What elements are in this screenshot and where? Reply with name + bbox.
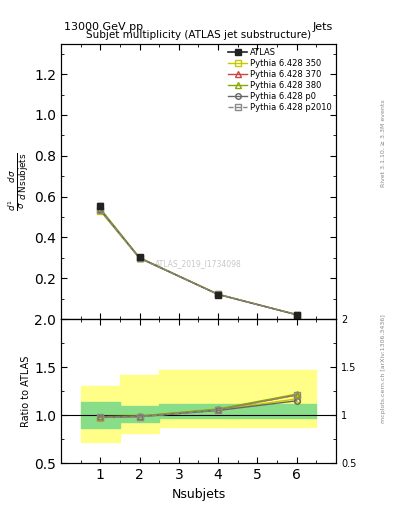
Pythia 6.428 p2010 — [294, 312, 299, 318]
Title: Subjet multiplicity (ATLAS jet substructure): Subjet multiplicity (ATLAS jet substruct… — [86, 30, 311, 40]
X-axis label: Nsubjets: Nsubjets — [171, 488, 226, 501]
Pythia 6.428 p2010 — [98, 207, 103, 214]
Pythia 6.428 350 — [294, 312, 299, 318]
Line: Pythia 6.428 p2010: Pythia 6.428 p2010 — [97, 207, 299, 317]
Pythia 6.428 380 — [294, 311, 299, 317]
Text: ATLAS_2019_I1734098: ATLAS_2019_I1734098 — [155, 260, 242, 268]
Pythia 6.428 350 — [98, 208, 103, 214]
Text: 13000 GeV pp: 13000 GeV pp — [64, 23, 143, 32]
Pythia 6.428 p0 — [98, 207, 103, 213]
Pythia 6.428 380 — [216, 291, 220, 297]
Text: mcplots.cern.ch [arXiv:1306.3436]: mcplots.cern.ch [arXiv:1306.3436] — [381, 314, 386, 423]
Pythia 6.428 380 — [137, 254, 142, 261]
Pythia 6.428 p2010 — [137, 255, 142, 261]
Line: Pythia 6.428 380: Pythia 6.428 380 — [97, 206, 299, 317]
Pythia 6.428 350 — [137, 255, 142, 261]
Pythia 6.428 p0 — [137, 255, 142, 261]
Pythia 6.428 370 — [294, 312, 299, 318]
Text: Rivet 3.1.10, ≥ 3.3M events: Rivet 3.1.10, ≥ 3.3M events — [381, 99, 386, 187]
Text: Jets: Jets — [313, 23, 333, 32]
Line: Pythia 6.428 p0: Pythia 6.428 p0 — [97, 207, 299, 317]
Pythia 6.428 370 — [98, 206, 103, 212]
Line: Pythia 6.428 370: Pythia 6.428 370 — [97, 206, 299, 317]
Pythia 6.428 370 — [216, 291, 220, 297]
Y-axis label: $\frac{d^1}{\sigma}\frac{d\sigma}{d\,\mathrm{Nsubjets}}$: $\frac{d^1}{\sigma}\frac{d\sigma}{d\,\ma… — [7, 152, 31, 211]
Pythia 6.428 p0 — [216, 291, 220, 297]
Pythia 6.428 350 — [216, 291, 220, 297]
Pythia 6.428 p0 — [294, 312, 299, 318]
Pythia 6.428 370 — [137, 255, 142, 261]
Pythia 6.428 p2010 — [216, 291, 220, 297]
Line: Pythia 6.428 350: Pythia 6.428 350 — [97, 208, 299, 317]
Y-axis label: Ratio to ATLAS: Ratio to ATLAS — [21, 355, 31, 427]
Legend: ATLAS, Pythia 6.428 350, Pythia 6.428 370, Pythia 6.428 380, Pythia 6.428 p0, Py: ATLAS, Pythia 6.428 350, Pythia 6.428 37… — [227, 46, 334, 114]
Pythia 6.428 380 — [98, 205, 103, 211]
